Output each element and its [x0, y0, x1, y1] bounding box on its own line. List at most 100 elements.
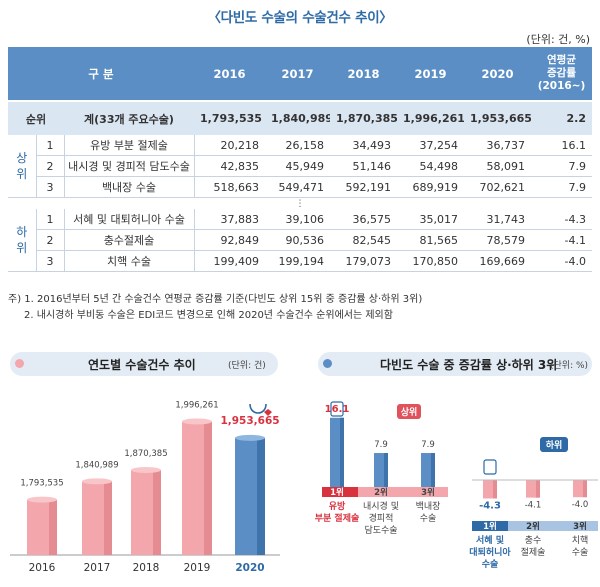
surgery-table: 구 분 2016 2017 2018 2019 2020 연평균 증감률 (2016… — [8, 47, 592, 272]
row-rate: 16.1 — [531, 135, 592, 156]
row-rank: 3 — [35, 176, 64, 198]
header-year: 2016 — [194, 47, 265, 101]
chart1-title: 연도별 수술건수 추이 — [88, 358, 196, 372]
total-value: 1,996,261 — [397, 100, 464, 135]
table-row: 3 치핵 수술 199,409 199,194 179,073 170,850 169,66… — [8, 250, 592, 272]
row-value: 702,621 — [464, 176, 531, 198]
rate-value-label: -4.3 — [479, 500, 501, 511]
header-year: 2018 — [330, 47, 397, 101]
row-value: 54,498 — [397, 155, 464, 177]
dot-icon — [323, 359, 332, 368]
category-label: 유방 — [329, 500, 346, 512]
row-rank: 1 — [35, 135, 64, 156]
table-row: 3 백내장 수술 518,663 549,471 592,191 689,919 702,6… — [8, 176, 592, 198]
header-label: 구 분 — [8, 47, 194, 101]
rank-cell — [358, 487, 448, 497]
row-value: 518,663 — [193, 176, 265, 198]
category-label: 수술 — [572, 547, 589, 558]
category-label: 충수 — [525, 535, 542, 546]
total-value: 1,840,989 — [265, 100, 330, 135]
rate-bar-shade — [384, 453, 388, 487]
table-header-row: 구 분 2016 2017 2018 2019 2020 연평균 증감률 (2016… — [8, 47, 592, 101]
total-name: 계(33개 주요수술) — [64, 100, 194, 135]
row-rank: 1 — [35, 209, 64, 230]
row-value: 37,883 — [193, 209, 265, 230]
badge-lower-label: 하위 — [546, 439, 563, 451]
badge-upper-label: 상위 — [401, 406, 418, 418]
bar-top — [27, 496, 57, 503]
bar-top — [131, 466, 161, 473]
rank-label: 1위 — [330, 487, 344, 498]
x-tick-label: 2017 — [84, 562, 111, 574]
rank-label: 3위 — [421, 487, 435, 498]
ellipsis: ⋮ — [295, 198, 305, 209]
row-value: 35,017 — [397, 209, 464, 230]
row-value: 90,536 — [265, 229, 330, 251]
total-rate: 2.2 — [531, 100, 592, 135]
category-label: 수술 — [482, 558, 499, 570]
header-year: 2019 — [397, 47, 464, 101]
rank-cell — [472, 521, 508, 531]
rate-bar-shade — [493, 480, 497, 499]
x-tick-label: 2019 — [184, 562, 211, 574]
x-tick-label: 2020 — [235, 562, 264, 574]
category-label: 경피적 — [369, 512, 394, 524]
bar-top — [82, 478, 112, 485]
bar-shade — [49, 499, 57, 555]
bar-shade — [104, 481, 112, 555]
row-name: 서혜 및 대퇴허니아 수술 — [63, 209, 194, 230]
row-name: 백내장 수술 — [63, 176, 194, 198]
row-value: 42,835 — [193, 155, 265, 177]
row-value: 45,949 — [265, 155, 330, 177]
category-label: 부분 절제술 — [315, 512, 360, 524]
row-rank: 3 — [35, 250, 64, 272]
chart1-title-box: 연도별 수술건수 추이 (단위: 건) — [10, 352, 278, 376]
rank-label: 2위 — [374, 487, 388, 498]
chart1-unit: (단위: 건) — [228, 361, 266, 371]
category-label: 내시경 및 — [363, 500, 399, 512]
total-value: 1,953,665 — [464, 100, 531, 135]
bar-top — [182, 418, 212, 425]
dot-icon — [15, 359, 24, 368]
bar-value-label: 1,870,385 — [124, 449, 167, 459]
row-value: 199,409 — [193, 250, 265, 272]
row-rank: 2 — [35, 229, 64, 251]
category-label: 서혜 및 — [476, 534, 504, 546]
rate-value-label: 16.1 — [325, 404, 350, 415]
rank-cell — [322, 487, 358, 497]
header-year: 2020 — [464, 47, 531, 101]
bar-value-label: 1,793,535 — [20, 479, 63, 489]
rank-label: 3위 — [573, 521, 587, 532]
total-row: 순위 계(33개 주요수술) 1,793,535 1,840,989 1,870… — [8, 100, 592, 135]
category-label: 절제술 — [521, 546, 546, 558]
badge-lower — [540, 437, 568, 452]
row-value: 36,575 — [330, 209, 397, 230]
page-title: 〈다빈도 수술의 수술건수 추이〉 — [207, 10, 393, 26]
rank-label: 1위 — [483, 521, 497, 532]
total-value: 1,793,535 — [194, 100, 265, 135]
table-row: 2 충수절제술 92,849 90,536 82,545 81,565 78,579 -4.1 — [8, 229, 592, 251]
row-value: 169,669 — [464, 250, 531, 272]
rate-value-label: 7.9 — [374, 440, 388, 450]
rate-bar-shade — [583, 480, 587, 498]
row-value: 34,493 — [330, 135, 397, 156]
row-value: 689,919 — [397, 176, 464, 198]
rate-value-label: -4.1 — [525, 501, 542, 511]
category-label: 치핵 — [572, 534, 589, 546]
row-name: 유방 부분 절제술 — [63, 135, 194, 156]
rank-label: 2위 — [526, 521, 540, 532]
total-value: 1,870,385 — [330, 100, 397, 135]
row-value: 20,218 — [193, 135, 265, 156]
header-rate: 연평균 증감률 (2016~) — [531, 47, 592, 101]
row-rate: 7.9 — [531, 176, 592, 198]
bar-top — [235, 434, 265, 441]
chart2-unit: (단위: %) — [550, 361, 589, 371]
row-rate: -4.3 — [531, 209, 592, 230]
row-value: 78,579 — [464, 229, 531, 251]
rate-bar-shade — [536, 480, 540, 498]
rank-label: 순위 — [8, 100, 64, 135]
unit-label: (단위: 건, %) — [526, 33, 590, 46]
x-tick-label: 2016 — [29, 562, 56, 574]
table-row: 상 위 1 유방 부분 절제술 20,218 26,158 34,493 37,254 36,7… — [8, 135, 592, 198]
